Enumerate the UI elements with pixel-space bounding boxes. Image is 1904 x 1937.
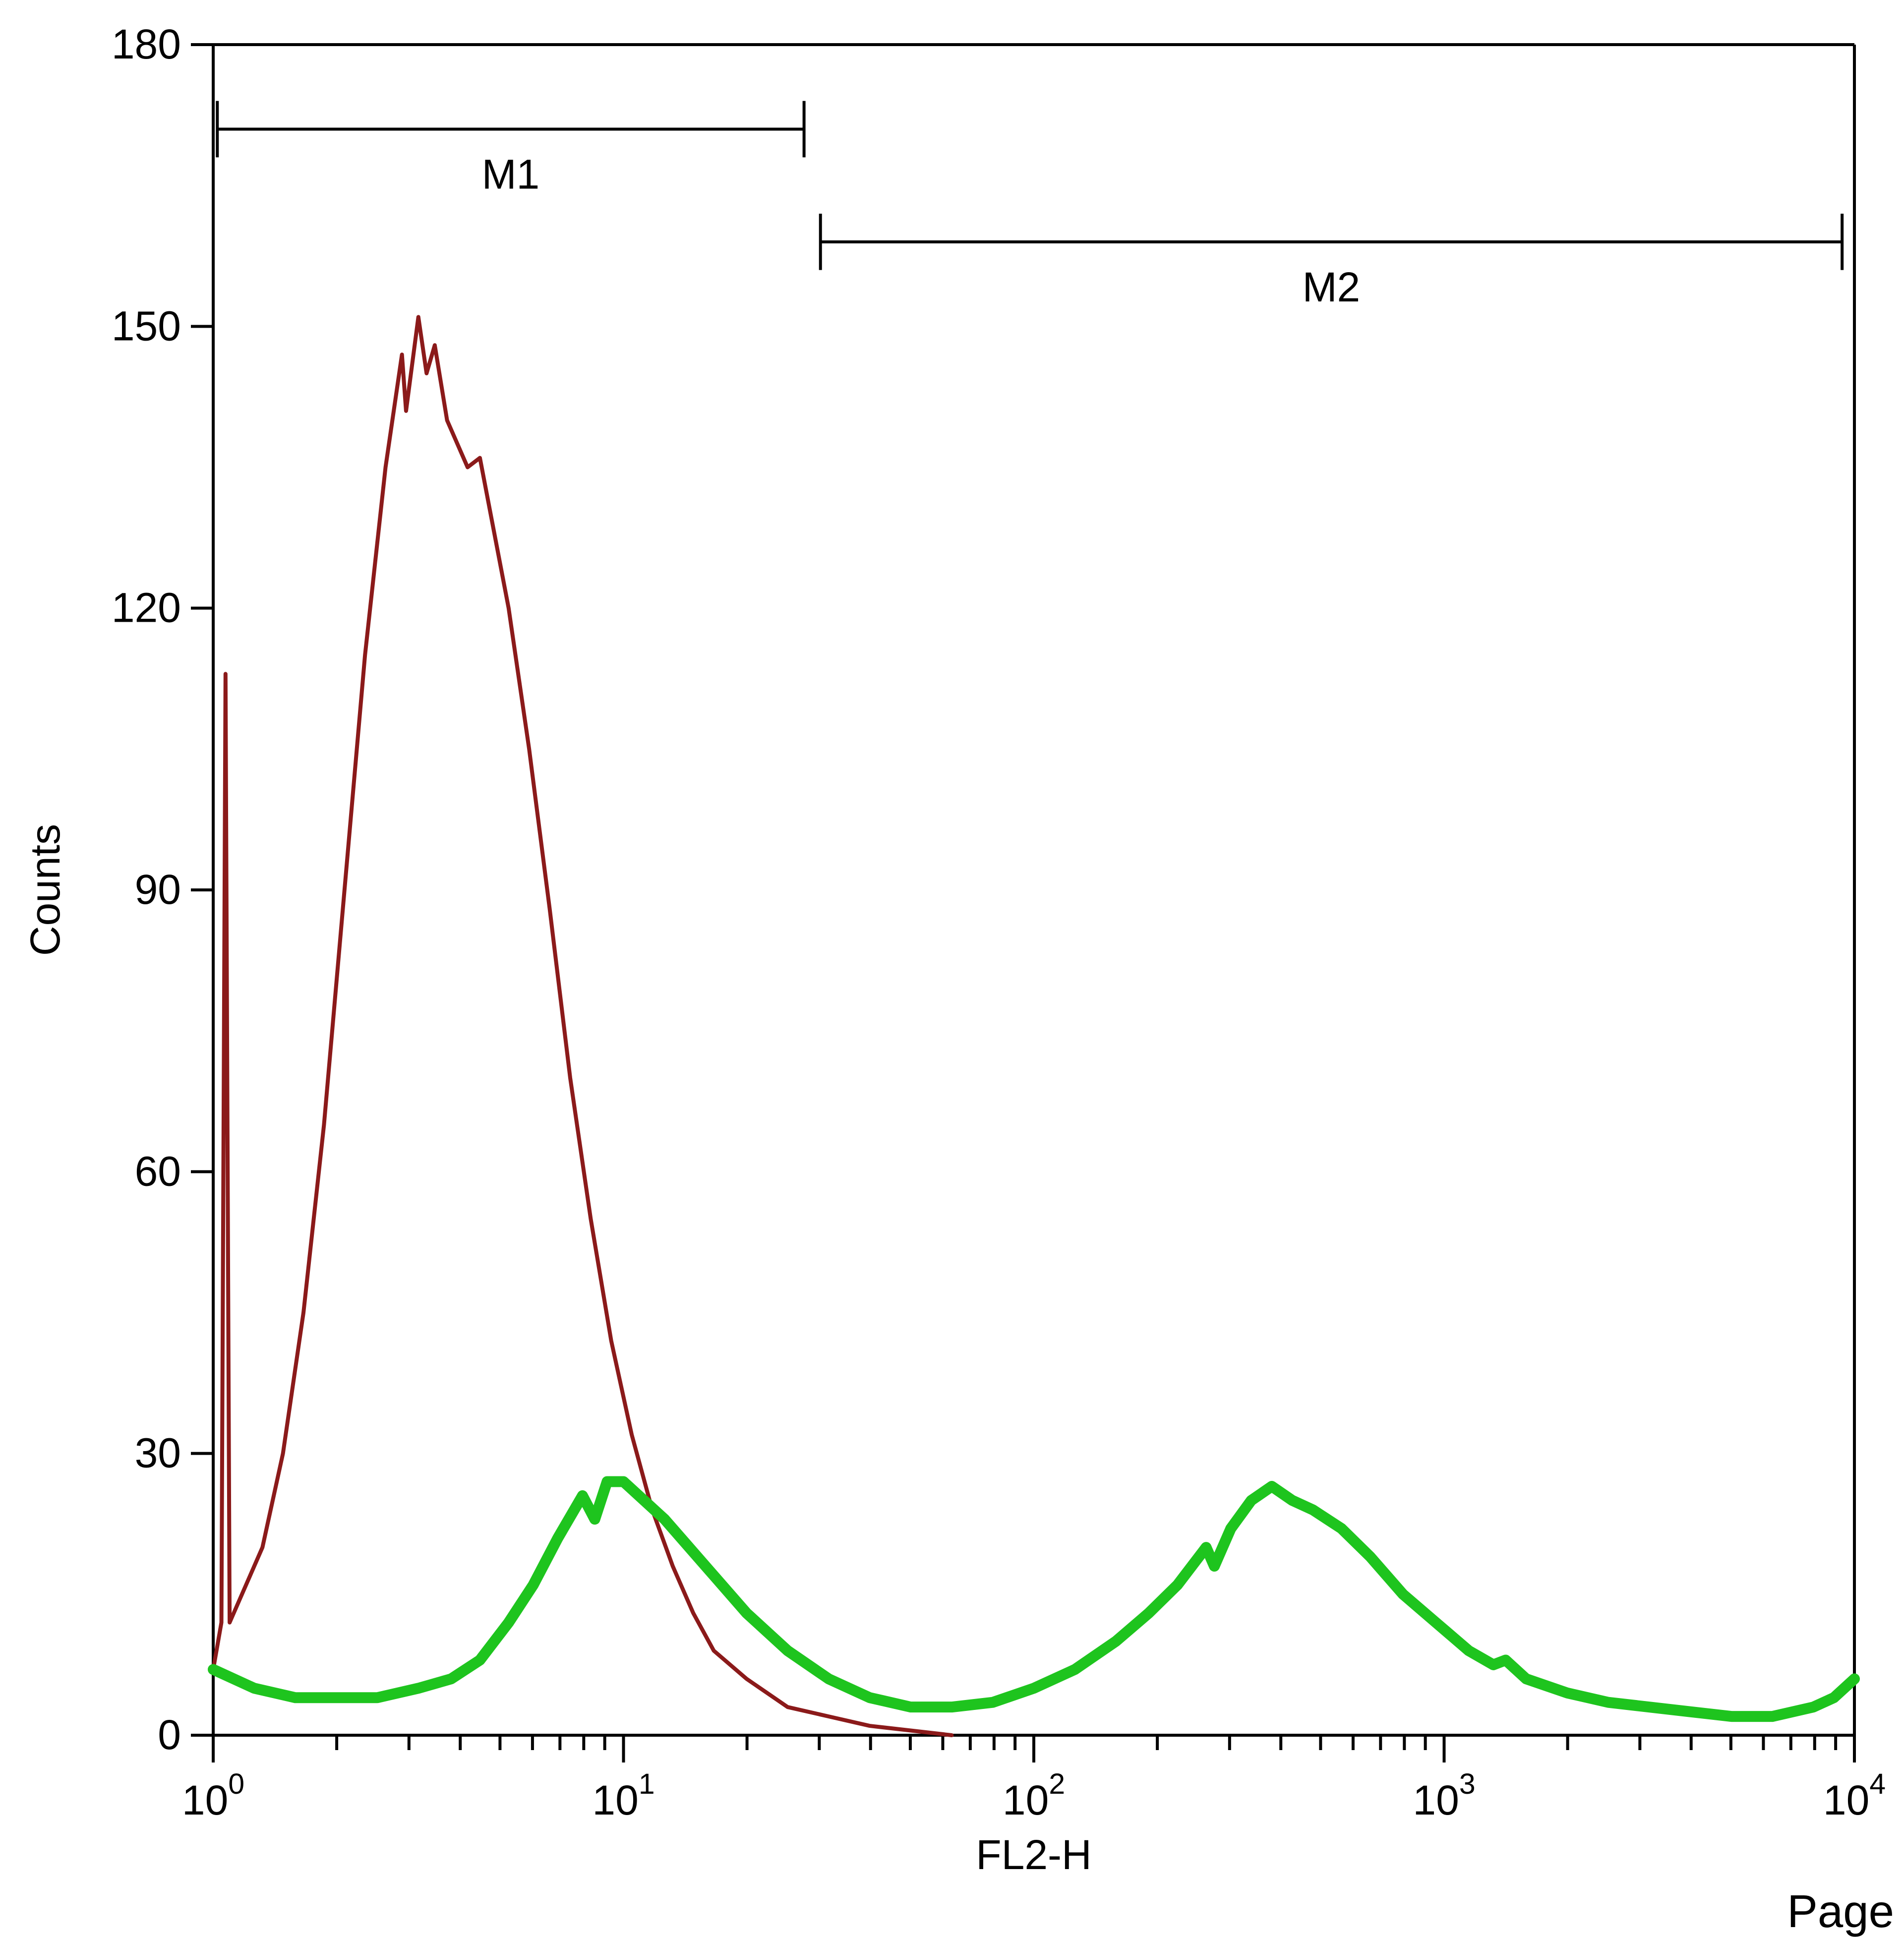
- marker-label-M2: M2: [1303, 264, 1361, 310]
- svg-text:90: 90: [135, 866, 181, 913]
- svg-text:120: 120: [112, 585, 181, 631]
- svg-text:60: 60: [135, 1148, 181, 1194]
- chart-container: 1001011021031040306090120150180FL2-HCoun…: [0, 0, 1904, 1937]
- svg-text:180: 180: [112, 21, 181, 67]
- marker-label-M1: M1: [482, 151, 540, 198]
- svg-text:30: 30: [135, 1430, 181, 1476]
- flow-cytometry-chart: 1001011021031040306090120150180FL2-HCoun…: [0, 0, 1904, 1937]
- footer-page-text: Page: [1787, 1885, 1894, 1937]
- svg-text:FL2-H: FL2-H: [976, 1831, 1091, 1878]
- svg-text:Counts: Counts: [22, 824, 68, 956]
- svg-text:0: 0: [158, 1711, 181, 1758]
- svg-text:150: 150: [112, 302, 181, 349]
